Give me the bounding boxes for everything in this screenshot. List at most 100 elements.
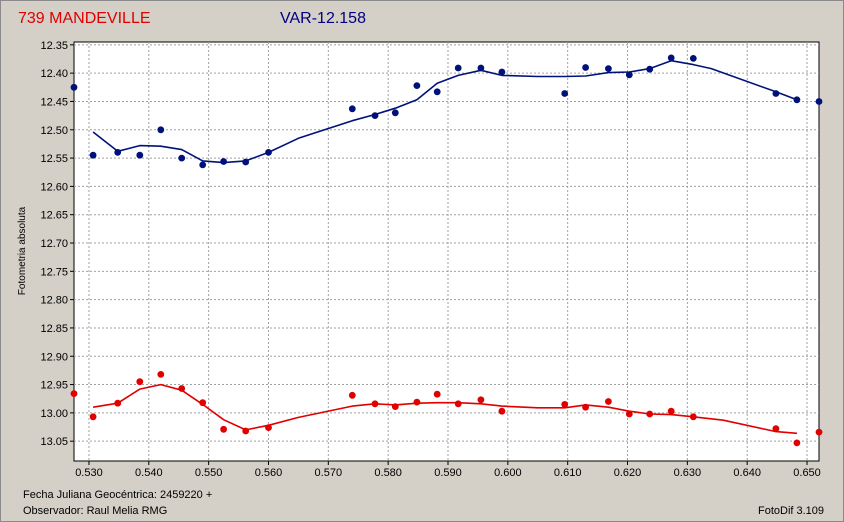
data-point-series-2 [265,424,272,431]
trend-lines [92,59,798,435]
y-tick-label: 12.60 [40,181,68,193]
x-tick-label: 0.550 [195,467,223,479]
x-tick-label: 0.600 [494,467,522,479]
data-point-series-1 [793,96,801,104]
y-tick-label: 12.55 [40,153,68,165]
data-point-series-1 [136,151,144,159]
data-point-series-2 [220,425,228,433]
x-tick-label: 0.620 [614,467,642,479]
data-point-series-2 [772,425,780,433]
data-point-series-1 [689,55,697,62]
data-point-series-2 [454,400,462,408]
data-point-series-1 [561,90,569,97]
data-point-series-1 [477,64,485,72]
grid [74,42,819,461]
data-point-series-1 [433,88,441,96]
data-point-series-1 [498,68,506,76]
data-point-series-1 [220,158,228,165]
x-tick-label: 0.650 [793,467,821,479]
data-point-series-2 [70,390,78,397]
plot-area [73,41,820,462]
y-axis-label: Fotometria absoluta [17,206,28,295]
data-point-series-1 [454,64,462,72]
data-point-series-2 [114,399,122,407]
data-points [70,54,823,447]
data-point-series-2 [646,410,654,418]
x-tick-label: 0.570 [315,467,343,479]
data-point-series-1 [348,105,356,113]
trend-line-series-1 [92,59,798,164]
x-tick-label: 0.610 [554,467,582,479]
data-point-series-2 [348,391,356,399]
x-tick-label: 0.590 [434,467,462,479]
data-point-series-1 [371,112,379,119]
data-point-series-1 [199,161,207,169]
data-point-series-2 [793,439,801,447]
data-point-series-1 [157,126,165,134]
data-point-series-1 [413,82,421,89]
y-tick-label: 12.80 [40,295,68,307]
data-point-series-2 [561,401,569,408]
data-point-series-2 [815,428,823,436]
data-point-series-1 [114,149,122,156]
y-tick-label: 12.45 [40,96,68,108]
data-point-series-1 [89,151,97,159]
y-tick-label: 12.95 [40,380,68,392]
data-point-series-1 [391,109,399,117]
data-point-series-2 [433,390,441,398]
y-tick-label: 13.05 [40,436,68,448]
x-tick-label: 0.540 [135,467,163,479]
data-point-series-2 [413,398,421,406]
y-tick-label: 12.50 [40,125,68,137]
data-point-series-2 [605,398,612,405]
data-point-series-2 [371,400,379,408]
y-tick-label: 12.75 [40,266,68,278]
y-tick-label: 12.90 [40,351,68,363]
trend-line-series-2 [92,383,797,435]
data-point-series-2 [477,396,485,404]
data-point-series-1 [646,65,654,73]
data-point-series-1 [815,98,823,105]
data-point-series-1 [667,54,675,62]
data-point-series-2 [89,413,97,421]
data-point-series-2 [689,413,697,421]
data-point-series-1 [265,149,272,156]
y-tick-label: 12.70 [40,238,68,250]
data-point-series-2 [136,378,144,386]
data-point-series-2 [391,403,399,410]
data-point-series-2 [157,371,165,378]
data-point-series-2 [667,407,675,415]
data-point-series-2 [582,403,589,411]
y-tick-label: 12.40 [40,68,68,80]
data-point-series-1 [605,65,612,72]
data-point-series-2 [178,385,186,392]
x-tick-label: 0.630 [674,467,702,479]
x-tick-label: 0.580 [374,467,402,479]
data-point-series-1 [625,71,633,79]
version-label: FotoDif 3.109 [758,505,825,517]
x-tick-label: 0.640 [733,467,761,479]
y-tick-label: 12.65 [40,210,68,222]
data-point-series-2 [242,427,250,435]
y-axis: 12.35 12.40 12.45 12.50 12.55 12.60 12.65 12.70… [40,40,74,448]
data-point-series-1 [772,90,780,97]
y-tick-label: 12.85 [40,323,68,335]
data-point-series-1 [582,64,589,71]
y-tick-label: 12.35 [40,40,68,52]
y-tick-label: 13.00 [40,408,68,420]
data-point-series-2 [625,410,633,418]
x-tick-label: 0.530 [75,467,103,479]
observer-label: Observador: Raul Melia RMG [23,505,168,517]
data-point-series-1 [178,154,186,162]
julian-date-label: Fecha Juliana Geocéntrica: 2459220 + [23,489,213,501]
object-title: 739 MANDEVILLE [18,10,151,27]
x-axis: 0.530 0.540 0.550 0.560 0.570 0.580 0.590 0.600… [75,461,821,479]
x-tick-label: 0.560 [255,467,283,479]
variable-title: VAR-12.158 [280,10,366,27]
data-point-series-2 [199,399,207,407]
data-point-series-1 [242,158,250,166]
data-point-series-2 [498,407,506,415]
data-point-series-1 [70,83,78,91]
